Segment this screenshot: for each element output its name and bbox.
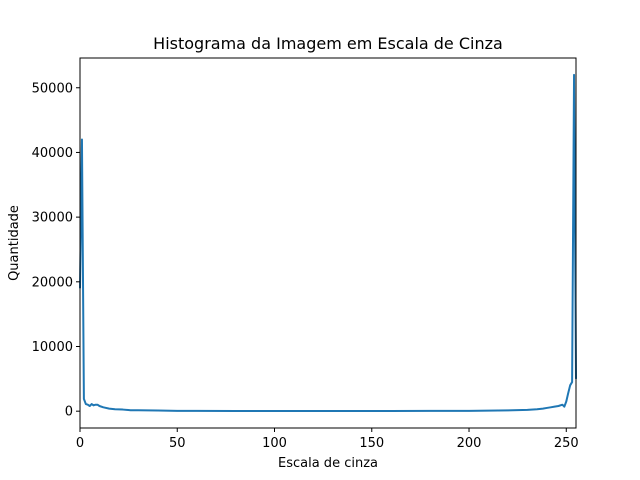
y-tick-label: 30000 [32,211,73,226]
x-axis-label: Escala de cinza [278,456,378,471]
y-axis: 0 10000 20000 30000 40000 50000 [32,81,80,420]
plot-series [79,73,577,412]
x-axis: 0 50 100 150 200 250 [76,428,579,451]
y-tick-label: 40000 [32,146,73,161]
y-tick-label: 10000 [32,340,73,355]
chart-title: Histograma da Imagem em Escala de Cinza [153,34,503,53]
y-axis-label: Quantidade [7,205,22,281]
plot-frame [79,57,577,429]
x-tick-label: 0 [76,436,84,451]
x-tick-label: 150 [359,436,384,451]
x-tick-label: 100 [262,436,287,451]
y-tick-label: 50000 [32,81,73,96]
x-tick-label: 250 [554,436,579,451]
x-tick-label: 200 [457,436,482,451]
series-line-0 [79,73,577,412]
y-tick-label: 20000 [32,275,73,290]
y-tick-label: 0 [65,405,73,420]
x-tick-label: 50 [169,436,186,451]
